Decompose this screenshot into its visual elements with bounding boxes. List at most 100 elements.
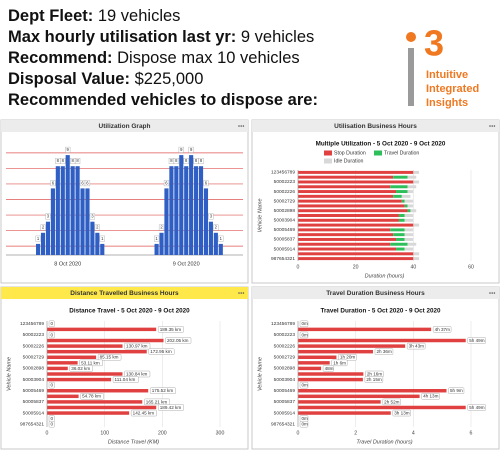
bar (36, 243, 41, 255)
value-label: 6 (52, 180, 55, 185)
value-label-box (218, 235, 224, 242)
y-tick-label: 123456789 (20, 321, 44, 327)
menu-dot (240, 125, 242, 127)
bar (179, 155, 184, 255)
value-label-box (183, 157, 189, 164)
y-tick-label: 50005837 (23, 399, 45, 405)
y-axis-title: Vehicle Name (257, 198, 263, 232)
bar-segment (390, 185, 408, 189)
bar-segment (393, 233, 405, 237)
header-label: Recommend: (8, 49, 113, 67)
x-tick-label: 8 Oct 2020 (54, 261, 81, 267)
bar-segment (401, 194, 411, 198)
value-label: 172.95 km (150, 349, 172, 354)
value-label: 5h 49m (469, 405, 484, 410)
value-label-box (299, 421, 309, 428)
bar-segment (298, 175, 394, 179)
y-tick-label: 50002729 (274, 355, 296, 361)
bar-segment (393, 194, 402, 198)
y-tick-label: 50003904 (274, 218, 296, 224)
menu-dot (242, 125, 245, 127)
value-label: 8 (57, 158, 60, 163)
bar (50, 188, 55, 255)
bar-segment (298, 214, 399, 217)
value-label: 9 (180, 147, 183, 152)
y-tick-label: 50002223 (274, 179, 296, 185)
value-label: 4h 37m (435, 327, 450, 332)
value-label: 2h 15m (366, 377, 381, 382)
y-tick-label: 50002729 (274, 198, 296, 204)
y-tick-label: 50002223 (274, 332, 296, 338)
value-label: 3 (210, 214, 213, 219)
bar-segment (407, 204, 414, 208)
bar (47, 400, 143, 404)
value-label-box (80, 393, 104, 400)
value-label: 8 (76, 158, 79, 163)
value-label: 5h 9m (450, 388, 463, 393)
logo-number: 3 (424, 23, 444, 64)
x-axis-title: Distance Travel (KM) (108, 439, 159, 445)
value-label: 8 (175, 158, 178, 163)
value-label: 5h 49m (469, 338, 484, 343)
chart-title: Multiple Utilization - 5 Oct 2020 - 9 Oc… (316, 141, 446, 148)
bar (298, 377, 363, 382)
logo-dot (406, 32, 416, 42)
value-label-box (97, 354, 122, 361)
menu-dot (238, 125, 240, 127)
header-value: 9 vehicles (240, 28, 315, 46)
bar (298, 361, 330, 365)
bar-segment (413, 257, 420, 261)
legend-label: Idle Duration (334, 158, 364, 164)
bar (154, 243, 159, 255)
value-label: 48m (325, 366, 334, 371)
value-label: 165.21 km (146, 399, 168, 404)
menu-dot (491, 125, 494, 127)
y-tick-label: 987654321 (271, 421, 295, 427)
bar-segment (298, 223, 414, 227)
bar-segment (298, 185, 391, 189)
bar-segment (404, 233, 414, 237)
bar-segment (396, 190, 408, 194)
legend-label: Stop Duration (334, 150, 366, 156)
bar (298, 400, 381, 404)
value-label-box (99, 235, 105, 242)
x-tick-label: 60 (468, 264, 474, 270)
bar (47, 411, 130, 415)
bar (298, 344, 406, 348)
bar (174, 166, 179, 255)
x-tick-label: 20 (353, 264, 359, 270)
bar-segment (413, 223, 420, 227)
bar-segment (413, 180, 420, 184)
bar (298, 394, 420, 399)
bar (45, 221, 51, 255)
panel-title: Distance Travelled Business Hours (70, 290, 179, 297)
bar-segment (298, 257, 414, 261)
value-label: 0 (51, 416, 54, 421)
bar (194, 166, 199, 255)
value-label: 3 (47, 214, 50, 219)
value-label: 1 (220, 236, 223, 241)
header-label: Max hourly utilisation last yr: (8, 28, 237, 46)
logo-text: Intuitive (426, 69, 468, 81)
value-label-box (94, 224, 100, 231)
bar-segment (404, 214, 414, 217)
value-label: 3h 13m (394, 410, 409, 415)
bar-segment (404, 228, 414, 232)
y-tick-label: 123456789 (271, 321, 295, 327)
value-label: 36.02 km (71, 366, 90, 371)
panel-title: Utilization Graph (99, 123, 151, 130)
bar (298, 338, 466, 343)
logo-text: Integrated (426, 83, 479, 95)
value-label-box (165, 337, 192, 344)
bar (60, 166, 65, 255)
bar (298, 355, 337, 359)
panel-header (1, 287, 248, 299)
value-label: 175.52 km (152, 388, 174, 393)
x-tick-label: 0 (46, 430, 49, 436)
value-label-box (203, 180, 209, 187)
bar (47, 366, 68, 371)
panel-title: Travel Duration Business Hours (326, 290, 425, 297)
bar-segment (298, 247, 397, 251)
value-label-box (374, 348, 394, 355)
value-label: 0 (51, 321, 54, 326)
